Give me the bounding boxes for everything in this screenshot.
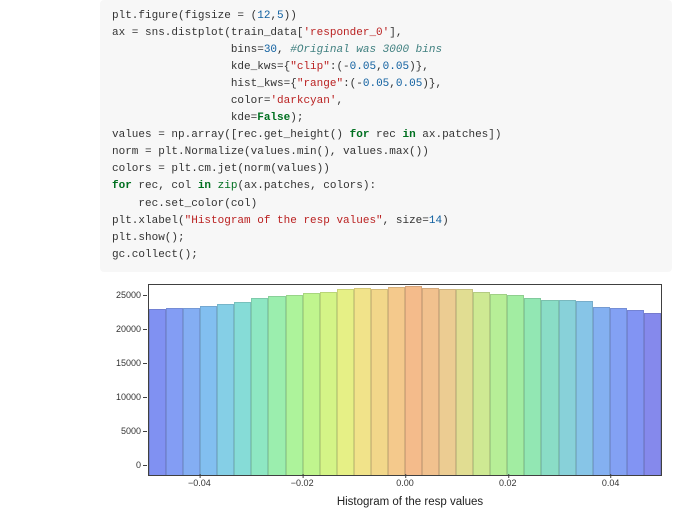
histogram-bar [200,306,217,474]
histogram-bar [524,298,541,474]
x-axis-label: Histogram of the resp values [148,496,672,508]
x-tick: 0.00 [396,478,414,488]
histogram-bar [439,289,456,475]
histogram-bar [149,309,166,475]
y-tick: 15000 [101,358,141,368]
histogram-bar [541,300,558,475]
code-cell: plt.figure(figsize = (12,5)) ax = sns.di… [100,0,672,272]
histogram-bar [627,310,644,475]
histogram-bar [234,302,251,474]
histogram-bar [610,308,627,474]
chart-frame: 0500010000150002000025000 [148,284,662,476]
histogram-bar [490,294,507,475]
chart-output: 0 5000 10000 15000 20000 25000 −0.04 −0.02 0.00… [100,284,672,508]
x-axis-ticks: −0.04 −0.02 0.00 0.02 0.04 [148,476,662,494]
histogram-bar [217,304,234,475]
histogram-bar [166,308,183,474]
histogram-bar [183,308,200,475]
y-tick: 0 [101,460,141,470]
x-tick: 0.04 [602,478,620,488]
histogram-bar [354,288,371,475]
x-tick: 0.02 [499,478,517,488]
y-tick: 25000 [101,290,141,300]
y-axis-ticks: 0 5000 10000 15000 20000 25000 [101,285,145,475]
histogram-bar [268,296,285,474]
histogram-bar [405,286,422,475]
histogram-bar [337,289,354,474]
x-tick: −0.04 [188,478,211,488]
y-tick: 5000 [101,426,141,436]
histogram-bar [388,287,405,475]
histogram-bar [473,292,490,475]
y-tick: 20000 [101,324,141,334]
histogram-bar [286,295,303,475]
histogram-bar [303,293,320,475]
histogram-bar [644,313,661,475]
histogram-bar [559,300,576,474]
histogram-bar [371,289,388,475]
histogram-bar [456,289,473,474]
y-tick: 10000 [101,392,141,402]
x-tick: −0.02 [291,478,314,488]
histogram-bars [149,285,661,475]
histogram-bar [320,292,337,475]
histogram-bar [422,288,439,475]
histogram-bar [251,298,268,474]
histogram-bar [576,301,593,475]
histogram-bar [593,307,610,475]
histogram-bar [507,295,524,475]
